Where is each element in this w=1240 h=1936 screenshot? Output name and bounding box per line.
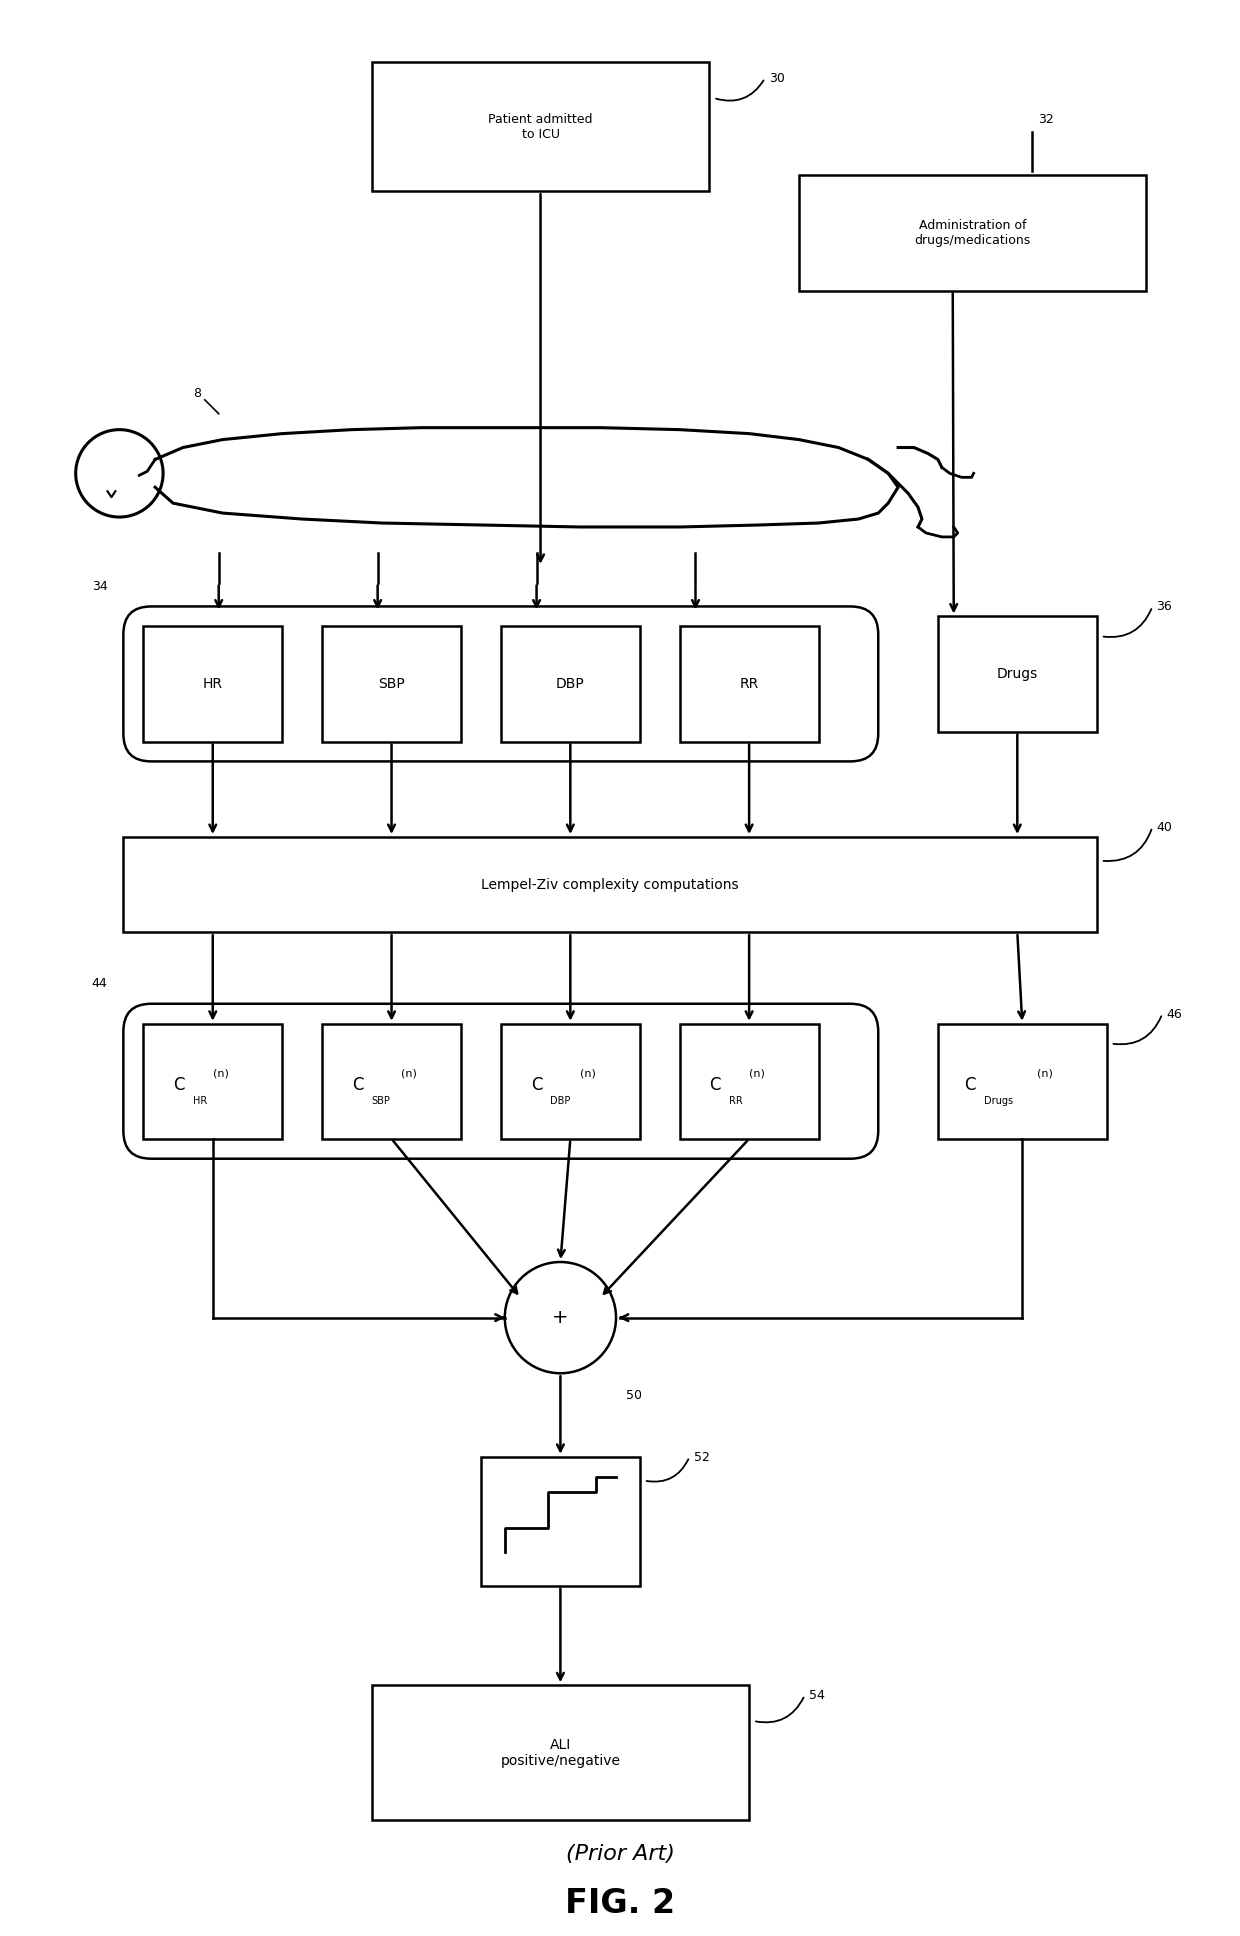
Text: ALI
positive/negative: ALI positive/negative bbox=[501, 1739, 620, 1768]
Bar bbox=[144, 627, 283, 741]
Bar bbox=[680, 627, 818, 741]
Text: Lempel-Ziv complexity computations: Lempel-Ziv complexity computations bbox=[481, 877, 739, 892]
Text: 8: 8 bbox=[193, 387, 201, 401]
Text: FIG. 2: FIG. 2 bbox=[565, 1888, 675, 1921]
Text: Drugs: Drugs bbox=[997, 668, 1038, 681]
Circle shape bbox=[505, 1262, 616, 1373]
Text: HR: HR bbox=[193, 1096, 207, 1105]
Text: 46: 46 bbox=[1167, 1009, 1182, 1020]
Bar bbox=[123, 836, 1096, 933]
Text: DBP: DBP bbox=[551, 1096, 570, 1105]
Text: 52: 52 bbox=[693, 1450, 709, 1464]
Bar bbox=[322, 1024, 461, 1138]
Text: SBP: SBP bbox=[372, 1096, 391, 1105]
Text: (n): (n) bbox=[1037, 1069, 1053, 1078]
Text: 36: 36 bbox=[1157, 600, 1172, 614]
Text: C: C bbox=[174, 1076, 185, 1094]
Bar bbox=[937, 616, 1096, 732]
Text: C: C bbox=[709, 1076, 722, 1094]
Text: 34: 34 bbox=[92, 581, 108, 592]
Text: (n): (n) bbox=[749, 1069, 765, 1078]
Text: 44: 44 bbox=[92, 978, 108, 991]
Bar bbox=[799, 176, 1147, 290]
Text: (n): (n) bbox=[402, 1069, 418, 1078]
Text: (Prior Art): (Prior Art) bbox=[565, 1843, 675, 1864]
Text: RR: RR bbox=[739, 678, 759, 691]
Text: 54: 54 bbox=[808, 1688, 825, 1702]
Text: 40: 40 bbox=[1157, 821, 1172, 834]
FancyBboxPatch shape bbox=[123, 1003, 878, 1160]
Bar bbox=[937, 1024, 1107, 1138]
Text: Patient admitted
to ICU: Patient admitted to ICU bbox=[489, 112, 593, 141]
Circle shape bbox=[76, 430, 164, 517]
Bar bbox=[680, 1024, 818, 1138]
Text: 32: 32 bbox=[1038, 112, 1054, 126]
Text: +: + bbox=[552, 1309, 569, 1328]
Text: RR: RR bbox=[729, 1096, 743, 1105]
Text: DBP: DBP bbox=[556, 678, 585, 691]
Text: HR: HR bbox=[203, 678, 223, 691]
Text: SBP: SBP bbox=[378, 678, 405, 691]
Text: C: C bbox=[531, 1076, 542, 1094]
Text: C: C bbox=[352, 1076, 363, 1094]
Bar bbox=[372, 1684, 749, 1820]
Bar bbox=[322, 627, 461, 741]
Bar bbox=[144, 1024, 283, 1138]
Text: Drugs: Drugs bbox=[983, 1096, 1013, 1105]
Bar bbox=[501, 1024, 640, 1138]
Text: 30: 30 bbox=[769, 72, 785, 85]
FancyBboxPatch shape bbox=[123, 606, 878, 761]
Text: (n): (n) bbox=[213, 1069, 228, 1078]
Bar bbox=[481, 1456, 640, 1586]
Text: C: C bbox=[963, 1076, 976, 1094]
Text: 50: 50 bbox=[626, 1390, 642, 1402]
Text: (n): (n) bbox=[580, 1069, 596, 1078]
Bar bbox=[501, 627, 640, 741]
Bar bbox=[372, 62, 709, 192]
Text: Administration of
drugs/medications: Administration of drugs/medications bbox=[914, 219, 1030, 248]
